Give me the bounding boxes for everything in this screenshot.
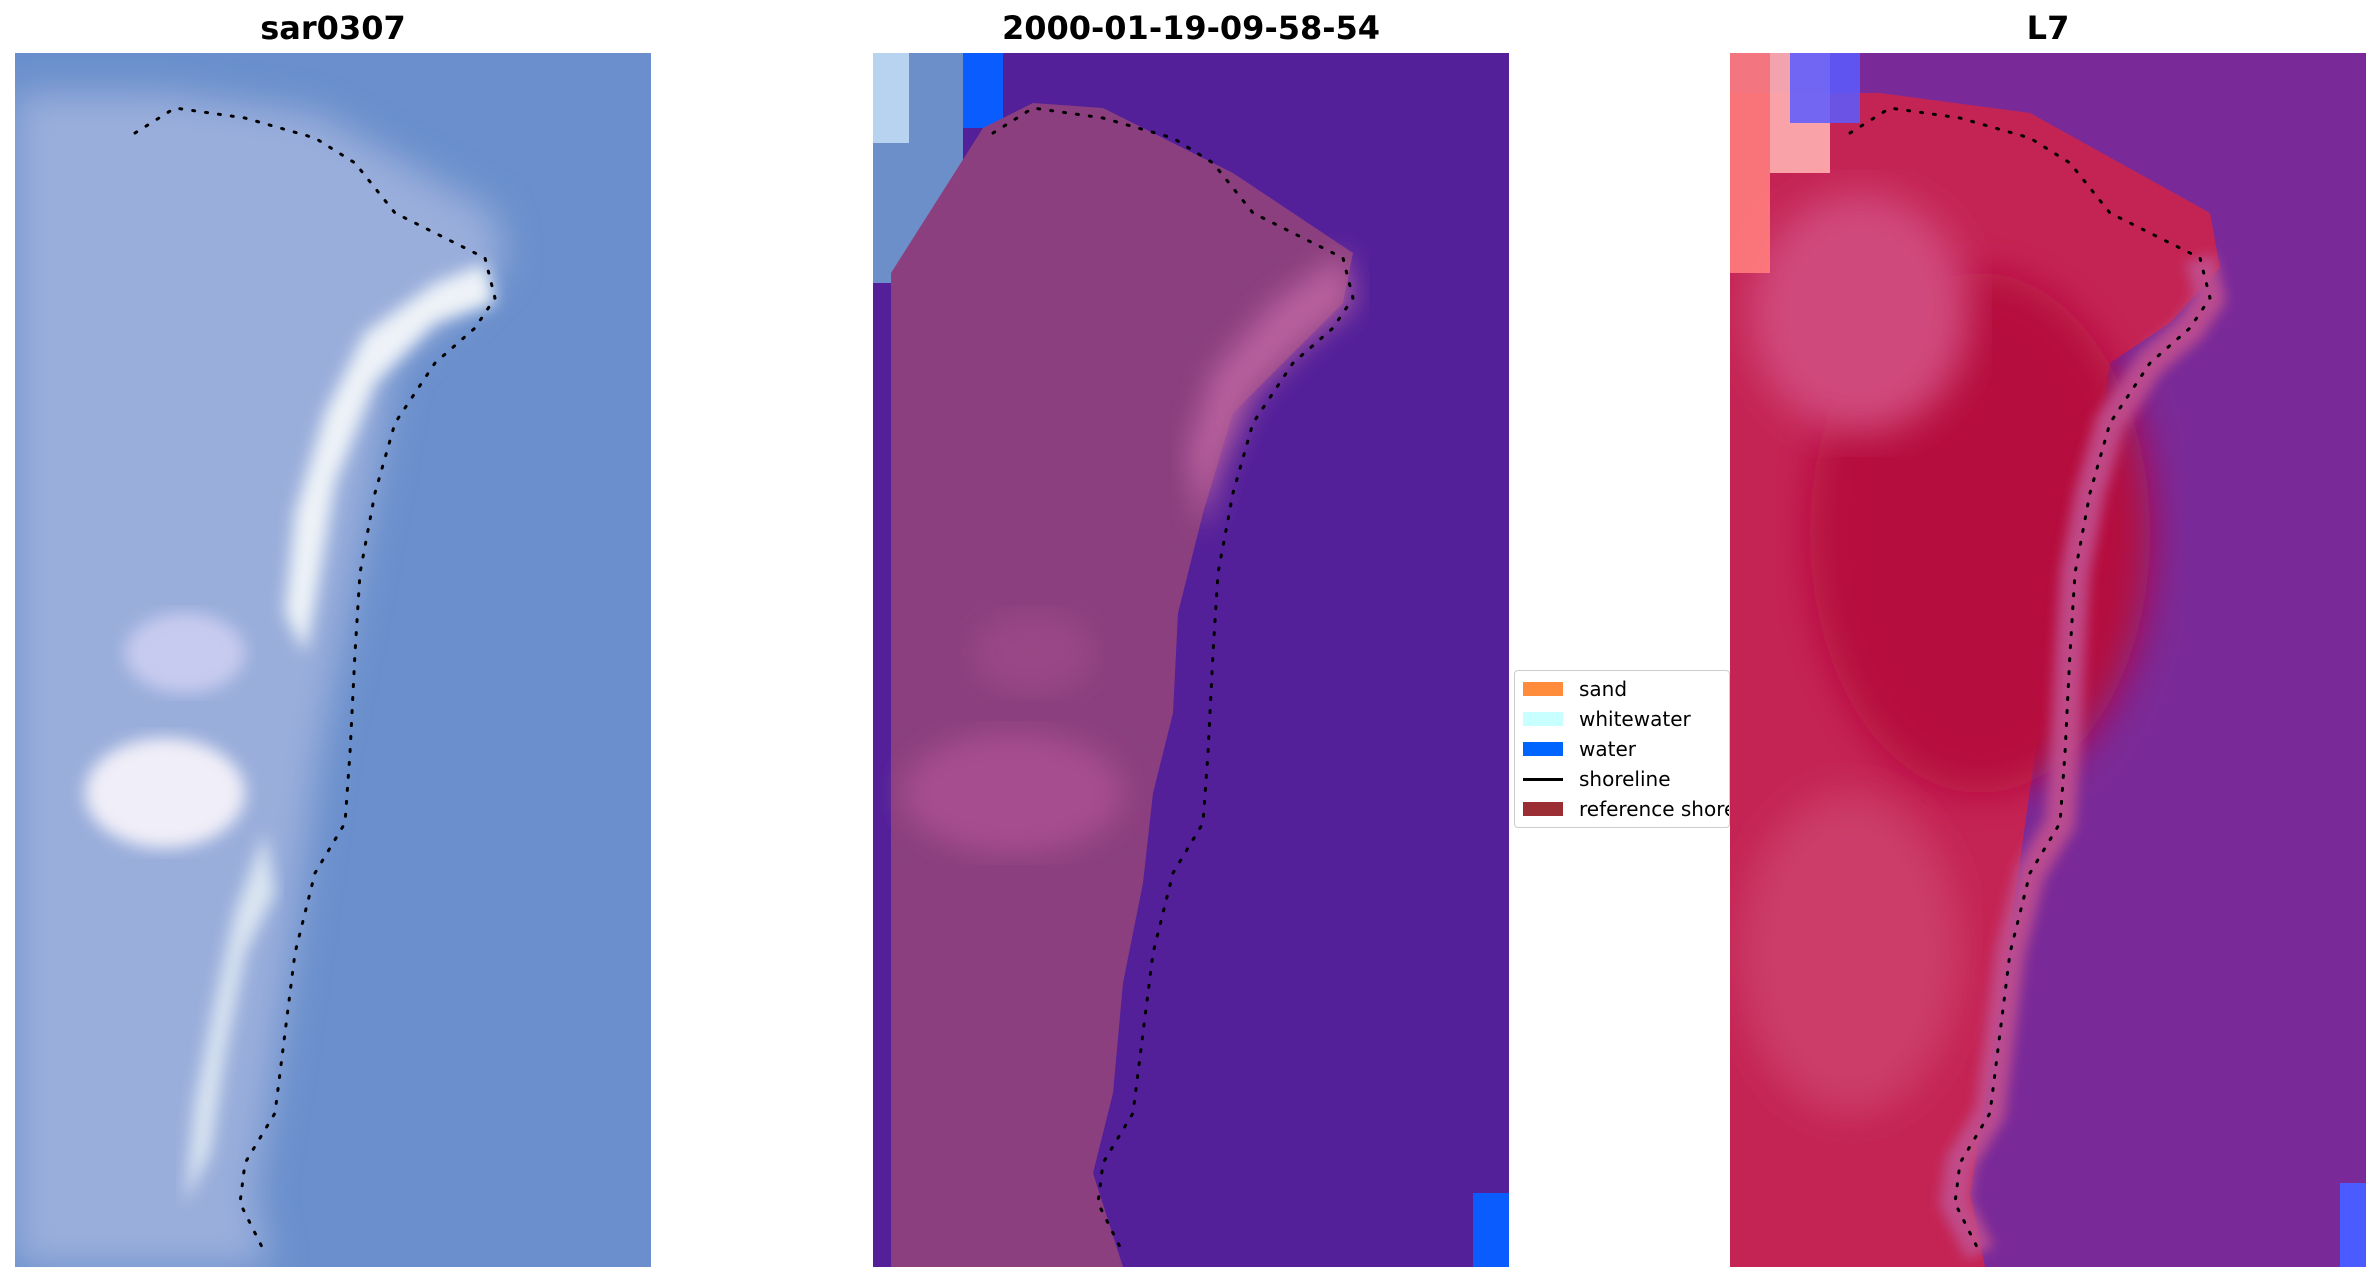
bright-patch-2 bbox=[125, 613, 245, 693]
legend-label: whitewater bbox=[1579, 707, 1691, 731]
legend-label: shoreline bbox=[1579, 767, 1671, 791]
legend-swatch-whitewater bbox=[1523, 712, 1563, 726]
legend-item-water: water bbox=[1523, 737, 1636, 761]
legend-label: water bbox=[1579, 737, 1636, 761]
land-highlight-2 bbox=[973, 613, 1093, 693]
land-light-2 bbox=[1740, 793, 1960, 1113]
legend-item-reference-shoreline: reference shoreline bbox=[1523, 797, 1729, 821]
rgb-corner-light bbox=[873, 53, 909, 143]
artifact-red bbox=[1730, 53, 1770, 273]
legend-label: sand bbox=[1579, 677, 1628, 701]
rgb-image-panel bbox=[15, 53, 651, 1267]
water-left-strip bbox=[873, 1153, 891, 1267]
artifact-blue-bottom bbox=[2340, 1183, 2366, 1267]
sand-strip bbox=[285, 263, 495, 653]
legend-swatch-sand bbox=[1523, 682, 1563, 696]
shore-band bbox=[1939, 254, 2227, 1260]
artifact-blue bbox=[1790, 53, 1860, 123]
panel-title-classified: 2000-01-19-09-58-54 bbox=[1001, 9, 1381, 47]
water-blue-bottom bbox=[1473, 1193, 1509, 1267]
legend-line-shoreline bbox=[1523, 777, 1563, 781]
rgb-image bbox=[15, 53, 651, 1267]
legend-item-sand: sand bbox=[1523, 677, 1627, 701]
legend-swatch-reference-shoreline bbox=[1523, 802, 1563, 816]
land-light bbox=[1750, 193, 1970, 433]
legend: sand whitewater water shoreline referenc… bbox=[1514, 670, 1730, 828]
panel-title-rgb: sar0307 bbox=[260, 9, 406, 47]
legend-swatch-water bbox=[1523, 742, 1563, 756]
index-image-panel bbox=[1730, 53, 2366, 1267]
legend-item-shoreline: shoreline bbox=[1523, 767, 1671, 791]
classified-image-panel bbox=[873, 53, 1509, 1267]
panel-title-index: L7 bbox=[2026, 9, 2070, 47]
sand-class bbox=[1188, 253, 1353, 533]
sand-strip-south bbox=[185, 833, 275, 1203]
bright-patch bbox=[85, 738, 245, 848]
legend-item-whitewater: whitewater bbox=[1523, 707, 1691, 731]
classified-image bbox=[873, 53, 1509, 1267]
legend-label: reference shoreline bbox=[1579, 797, 1729, 821]
land-highlight bbox=[903, 733, 1123, 853]
index-image bbox=[1730, 53, 2366, 1267]
